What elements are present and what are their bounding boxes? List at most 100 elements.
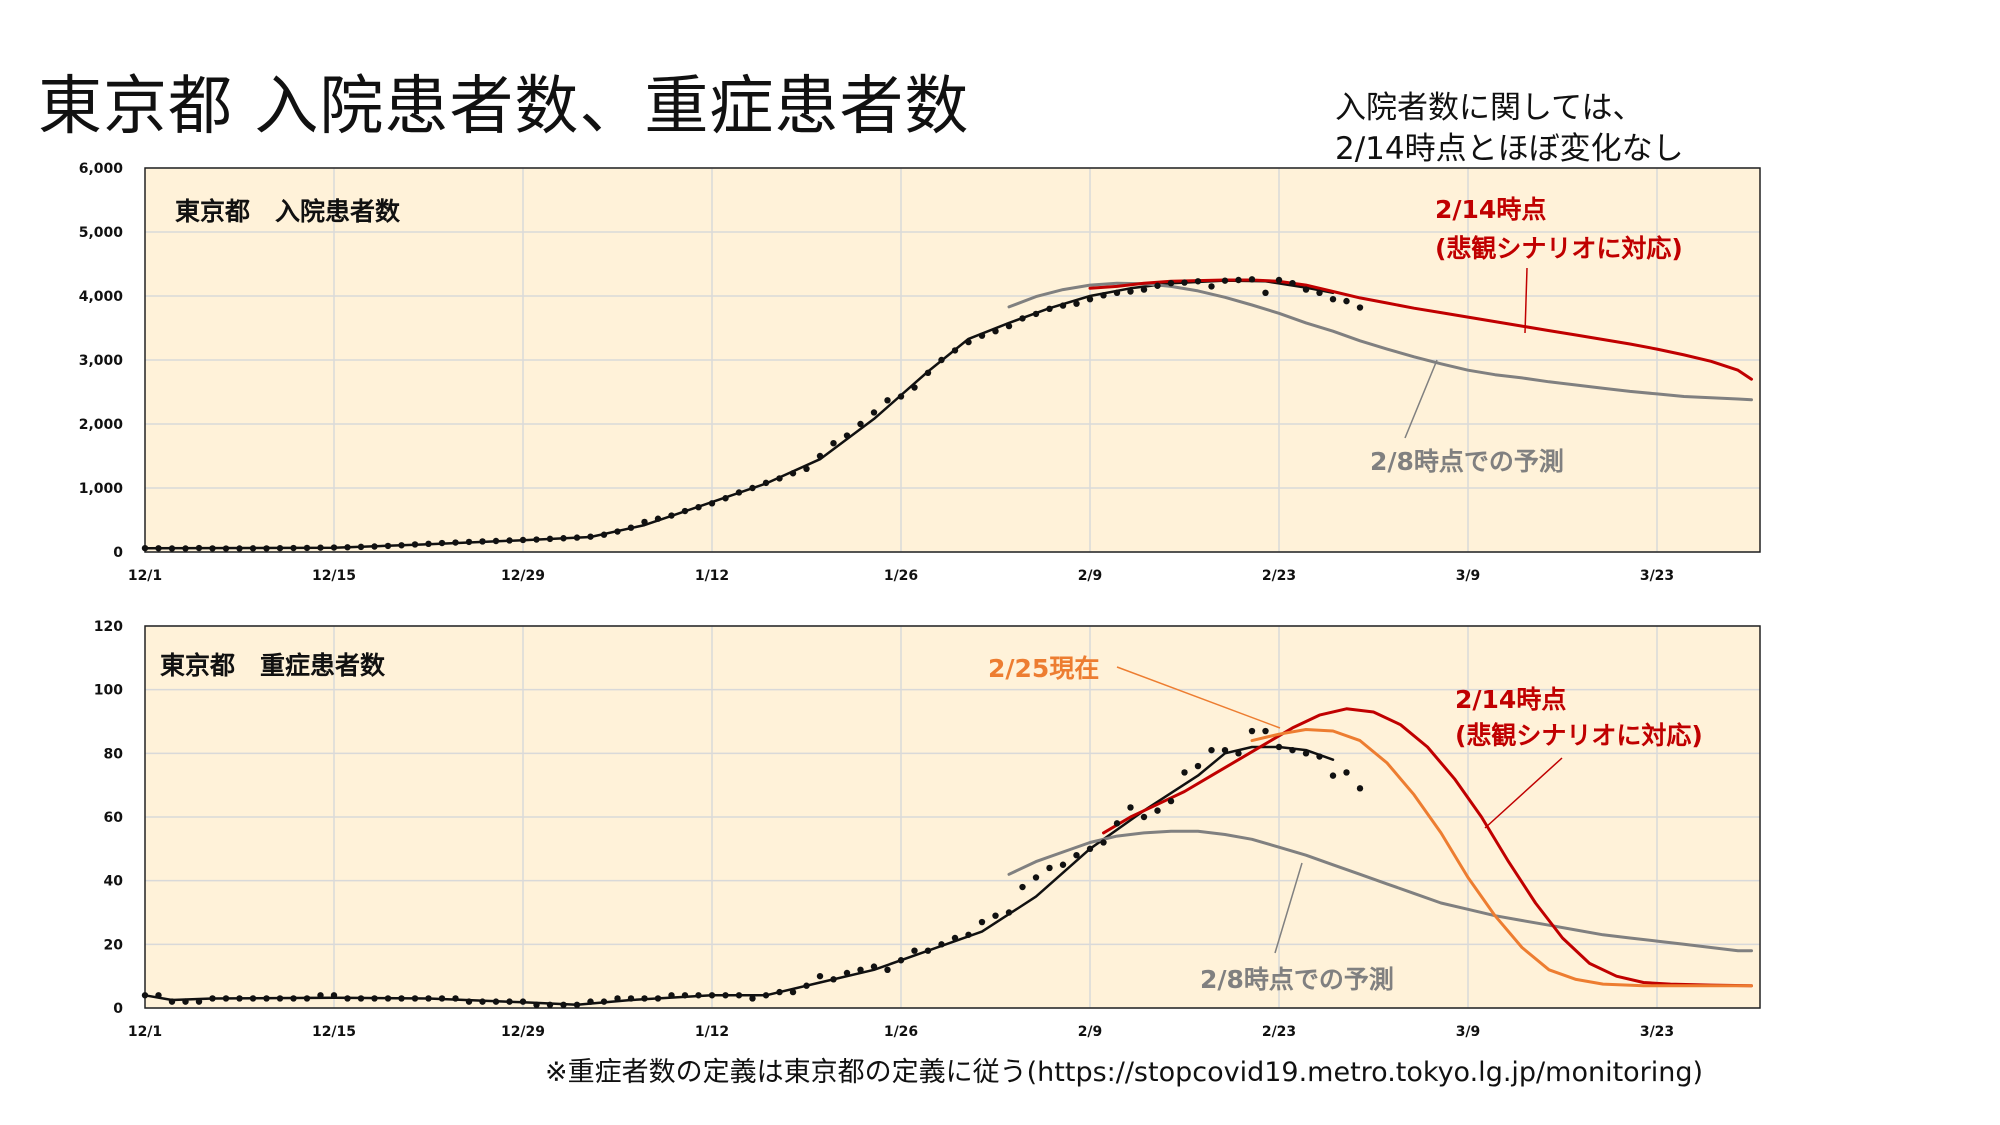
y-tick-label: 40 [104, 874, 124, 890]
observed-data-point [735, 992, 743, 999]
observed-data-point [978, 332, 986, 339]
observed-data-point [668, 992, 675, 999]
observed-data-point [884, 966, 891, 973]
observed-data-point [168, 998, 176, 1005]
x-tick-label: 1/12 [695, 568, 729, 584]
x-tick-label: 12/15 [312, 1024, 356, 1040]
x-tick-label: 2/23 [1262, 568, 1296, 584]
observed-data-point [789, 470, 797, 477]
observed-data-point [1140, 286, 1148, 293]
x-tick-label: 3/23 [1640, 568, 1674, 584]
observed-data-point [884, 397, 891, 404]
observed-data-point [614, 995, 621, 1002]
note-line-2: 2/14時点とほぼ変化なし [1335, 131, 1684, 167]
observed-data-point [1275, 276, 1283, 284]
chart-panel-2: 0 20 40 60 80 100 120 12/1 12/15 12/29 1/12 1/26 2/9… [94, 619, 1761, 1040]
observed-data-point [182, 998, 189, 1005]
y-tick-label: 6,000 [79, 161, 124, 177]
annotation-leader-line [1524, 267, 1528, 334]
x-tick-label: 12/29 [501, 568, 545, 584]
observed-data-point [681, 992, 689, 999]
observed-data-point [479, 998, 486, 1005]
annotation-label: (悲観シナリオに対応) [1435, 234, 1683, 263]
observed-data-point [938, 941, 945, 948]
observed-data-point [1289, 746, 1296, 754]
observed-data-point [1208, 283, 1215, 290]
y-tick-label: 5,000 [79, 225, 124, 241]
observed-data-point [1005, 909, 1013, 916]
observed-data-point [344, 995, 351, 1002]
observed-data-point [897, 957, 905, 964]
observed-data-point [1235, 276, 1242, 284]
y-tick-label: 0 [113, 545, 123, 561]
observed-data-point [1167, 797, 1175, 805]
observed-data-point [1221, 746, 1229, 754]
observed-data-point [911, 947, 918, 954]
annotation-label: (悲観シナリオに対応) [1455, 721, 1703, 750]
observed-data-point [762, 479, 770, 487]
observed-data-point [276, 544, 284, 552]
annotation-leader-line [1484, 757, 1563, 829]
observed-data-point [654, 995, 662, 1002]
annotation-leader-line [1116, 666, 1281, 729]
page-title: 東京都 入院患者数、重症患者数 [38, 70, 970, 144]
observed-data-point [1113, 820, 1121, 827]
observed-data-point [1086, 296, 1094, 303]
chart-panel-1: 0 1,000 2,000 3,000 4,000 5,000 6,000 12/1 12/15… [79, 161, 1761, 584]
annotation-label: 2/8時点での予測 [1200, 965, 1394, 994]
observed-data-point [762, 992, 770, 999]
observed-data-point [695, 992, 702, 999]
y-tick-label: 120 [94, 619, 123, 635]
observed-data-point [1140, 813, 1148, 821]
observed-data-point [357, 543, 365, 551]
series-forecast-2-8-line [1007, 829, 1753, 953]
observed-data-point [627, 995, 635, 1002]
observed-data-point [236, 545, 243, 552]
x-tick-label: 12/1 [128, 568, 162, 584]
observed-data-point [546, 535, 554, 543]
observed-data-point [789, 988, 797, 996]
observed-data-point [1329, 772, 1337, 779]
observed-data-point [384, 542, 392, 550]
observed-data-point [155, 545, 162, 552]
observed-data-point [195, 544, 203, 552]
observed-data-point [1302, 750, 1310, 757]
observed-data-point [830, 976, 837, 983]
observed-data-point [1221, 277, 1229, 284]
observed-data-point [1005, 322, 1013, 330]
observed-data-point [249, 995, 257, 1002]
observed-data-point [776, 475, 783, 482]
x-tick-label: 2/23 [1262, 1024, 1296, 1040]
x-tick-label: 3/9 [1456, 1024, 1481, 1040]
observed-data-point [1127, 804, 1134, 811]
observed-data-point [992, 328, 999, 335]
observed-data-point [1343, 297, 1350, 305]
observed-data-point [506, 537, 513, 544]
series-forecast-2-25-line [1250, 728, 1753, 988]
observed-data-point [303, 995, 311, 1002]
observed-data-point [1019, 315, 1026, 322]
footnote: ※重症者数の定義は東京都の定義に従う(https://stopcovid19.m… [545, 1057, 1704, 1088]
observed-data-point [1275, 743, 1283, 751]
observed-data-point [1019, 883, 1026, 891]
observed-data-point [857, 420, 864, 428]
series-forecast-2-14-line [1102, 707, 1753, 988]
observed-data-point [1208, 746, 1215, 754]
observed-data-point [803, 465, 810, 472]
observed-data-point [749, 995, 756, 1002]
y-tick-label: 100 [94, 683, 123, 699]
observed-data-point [1235, 750, 1242, 757]
observed-data-point [1100, 292, 1107, 299]
observed-data-point [155, 992, 162, 999]
observed-data-point [924, 947, 932, 954]
observed-data-point [668, 512, 675, 519]
observed-data-point [965, 338, 972, 346]
observed-data-point [1059, 302, 1067, 309]
observed-data-point [209, 995, 216, 1002]
observed-data-point [1248, 727, 1256, 735]
observed-data-point [1316, 289, 1323, 296]
observed-data-point [1194, 278, 1202, 285]
observed-data-point [1046, 305, 1053, 312]
observed-data-point [1302, 286, 1310, 293]
x-tick-label: 1/26 [884, 568, 918, 584]
